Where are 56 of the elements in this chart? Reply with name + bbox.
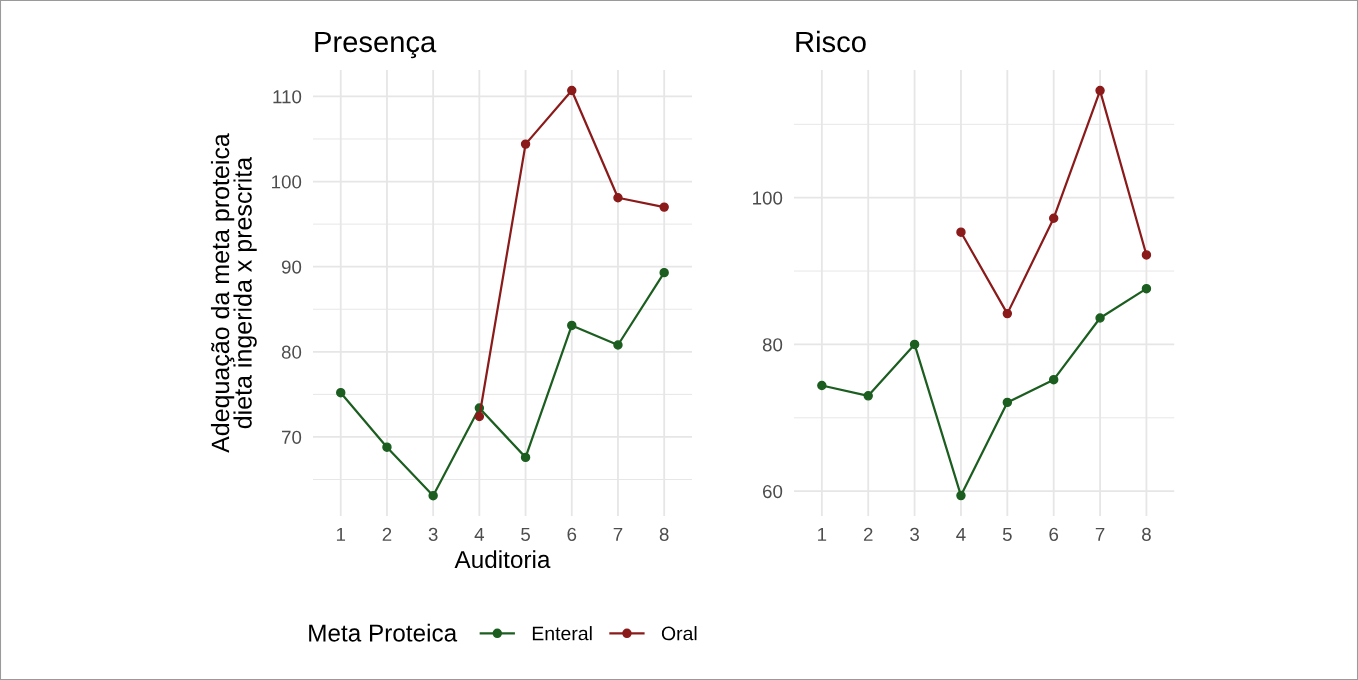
chart-title: Risco	[796, 30, 866, 53]
x-tick-label: 8	[1142, 527, 1151, 541]
chart-title: Presença	[315, 31, 437, 59]
y-tick-label: 80	[762, 338, 783, 352]
y-tick-label: 60	[763, 484, 783, 499]
y-tick-label: 70	[282, 430, 302, 444]
x-tick-label: 3	[428, 527, 438, 541]
point	[613, 193, 623, 203]
point	[1095, 313, 1105, 323]
point	[1141, 250, 1152, 260]
legend-label: Enteral	[532, 626, 592, 641]
x-tick-label: 4	[956, 527, 966, 541]
point	[1048, 374, 1059, 385]
point	[613, 340, 623, 350]
x-tick-label: 4	[474, 527, 485, 541]
legend-title: Meta Proteica	[309, 623, 458, 642]
x-tick-label: 1	[336, 527, 346, 541]
y-axis-title: Adequação da meta proteica dieta ingerida x prescrita	[210, 133, 257, 453]
x-tick-label: 6	[1049, 527, 1059, 541]
point	[520, 139, 531, 149]
x-tick-label: 7	[613, 527, 623, 541]
point	[1002, 397, 1013, 408]
point	[909, 339, 920, 350]
point	[474, 411, 485, 422]
point	[1095, 85, 1105, 96]
x-tick-label: 7	[1095, 527, 1105, 541]
y-tick-label: 100	[753, 191, 783, 205]
x-tick-label: 2	[382, 527, 392, 541]
point	[659, 267, 669, 278]
point	[659, 202, 669, 212]
x-tick-label: 1	[818, 527, 827, 541]
x-axis-title: Auditoria	[454, 550, 551, 569]
y-tick-label: 90	[281, 260, 302, 274]
point	[1141, 283, 1152, 294]
point	[956, 227, 966, 237]
y-tick-label: 110	[273, 90, 302, 104]
legend-label: Oral	[661, 626, 697, 641]
point	[336, 387, 346, 398]
y-tick-label: 100	[272, 175, 302, 189]
x-tick-label: 8	[659, 527, 669, 541]
point	[567, 85, 577, 96]
x-tick-label: 3	[910, 527, 919, 541]
point	[863, 391, 873, 401]
point	[382, 442, 392, 452]
x-tick-label: 5	[521, 527, 530, 541]
point	[428, 490, 438, 501]
point	[567, 320, 577, 331]
point	[1002, 308, 1013, 319]
x-tick-label: 2	[863, 527, 873, 541]
point	[520, 452, 531, 463]
point	[817, 380, 827, 391]
x-tick-label: 6	[567, 527, 577, 541]
point	[1048, 213, 1059, 223]
point	[956, 490, 966, 501]
y-tick-label: 80	[281, 345, 302, 359]
x-tick-label: 5	[1002, 527, 1012, 541]
